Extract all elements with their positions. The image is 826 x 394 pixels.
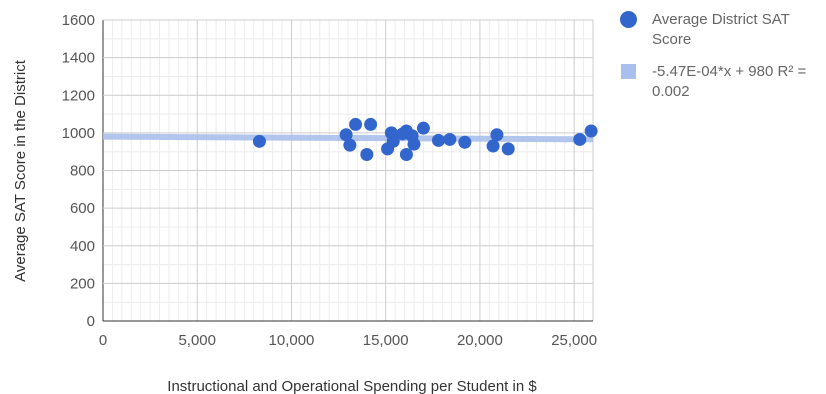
legend-label-series: Average District SAT Score	[652, 11, 790, 48]
x-tick-label: 10,000	[269, 332, 315, 349]
data-point	[360, 148, 374, 162]
y-axis-ticks: 0 200 400 600 800 1000 1200 1400 1600	[62, 12, 95, 330]
y-axis-title: Average SAT Score in the District	[12, 59, 29, 282]
x-tick-label: 25,000	[551, 332, 597, 349]
x-tick-label: 5,000	[178, 332, 216, 349]
legend-marker-circle	[620, 11, 637, 28]
data-point	[343, 138, 357, 152]
y-tick-label: 200	[70, 275, 95, 292]
legend-marker-square	[621, 64, 636, 79]
y-tick-label: 600	[70, 200, 95, 217]
data-point	[416, 121, 430, 135]
data-point	[458, 135, 472, 149]
data-point	[364, 117, 378, 131]
data-point	[252, 134, 266, 148]
x-axis-ticks: 0 5,000 10,000 15,000 20,000 25,000	[99, 332, 597, 349]
data-point	[339, 128, 353, 142]
data-point	[443, 132, 457, 146]
x-tick-label: 15,000	[363, 332, 409, 349]
y-tick-label: 0	[87, 313, 95, 330]
gridlines	[102, 19, 594, 322]
legend: Average District SAT Score -5.47E-04*x +…	[620, 10, 826, 114]
y-tick-label: 1200	[62, 87, 95, 104]
data-point	[573, 132, 587, 146]
x-tick-label: 20,000	[457, 332, 503, 349]
data-point	[501, 142, 515, 156]
data-point	[486, 139, 500, 153]
x-tick-label: 0	[99, 332, 107, 349]
legend-label-trendline-r2: 0.002	[652, 83, 690, 100]
y-tick-label: 800	[70, 163, 95, 180]
legend-item-trendline: -5.47E-04*x + 980 R² = 0.002	[620, 62, 826, 102]
data-points	[252, 117, 598, 162]
legend-label-trendline: -5.47E-04*x + 980 R² =	[652, 63, 807, 80]
data-point	[431, 133, 445, 147]
y-tick-label: 1000	[62, 125, 95, 142]
data-point	[407, 137, 421, 151]
data-point	[349, 117, 363, 131]
data-point	[399, 148, 413, 162]
y-tick-label: 1600	[62, 12, 95, 29]
data-point	[386, 134, 400, 148]
legend-item-series: Average District SAT Score	[620, 10, 826, 50]
y-tick-label: 400	[70, 238, 95, 255]
x-axis-title: Instructional and Operational Spending p…	[167, 378, 537, 394]
data-point	[490, 128, 504, 142]
data-point	[584, 124, 598, 138]
y-tick-label: 1400	[62, 50, 95, 67]
